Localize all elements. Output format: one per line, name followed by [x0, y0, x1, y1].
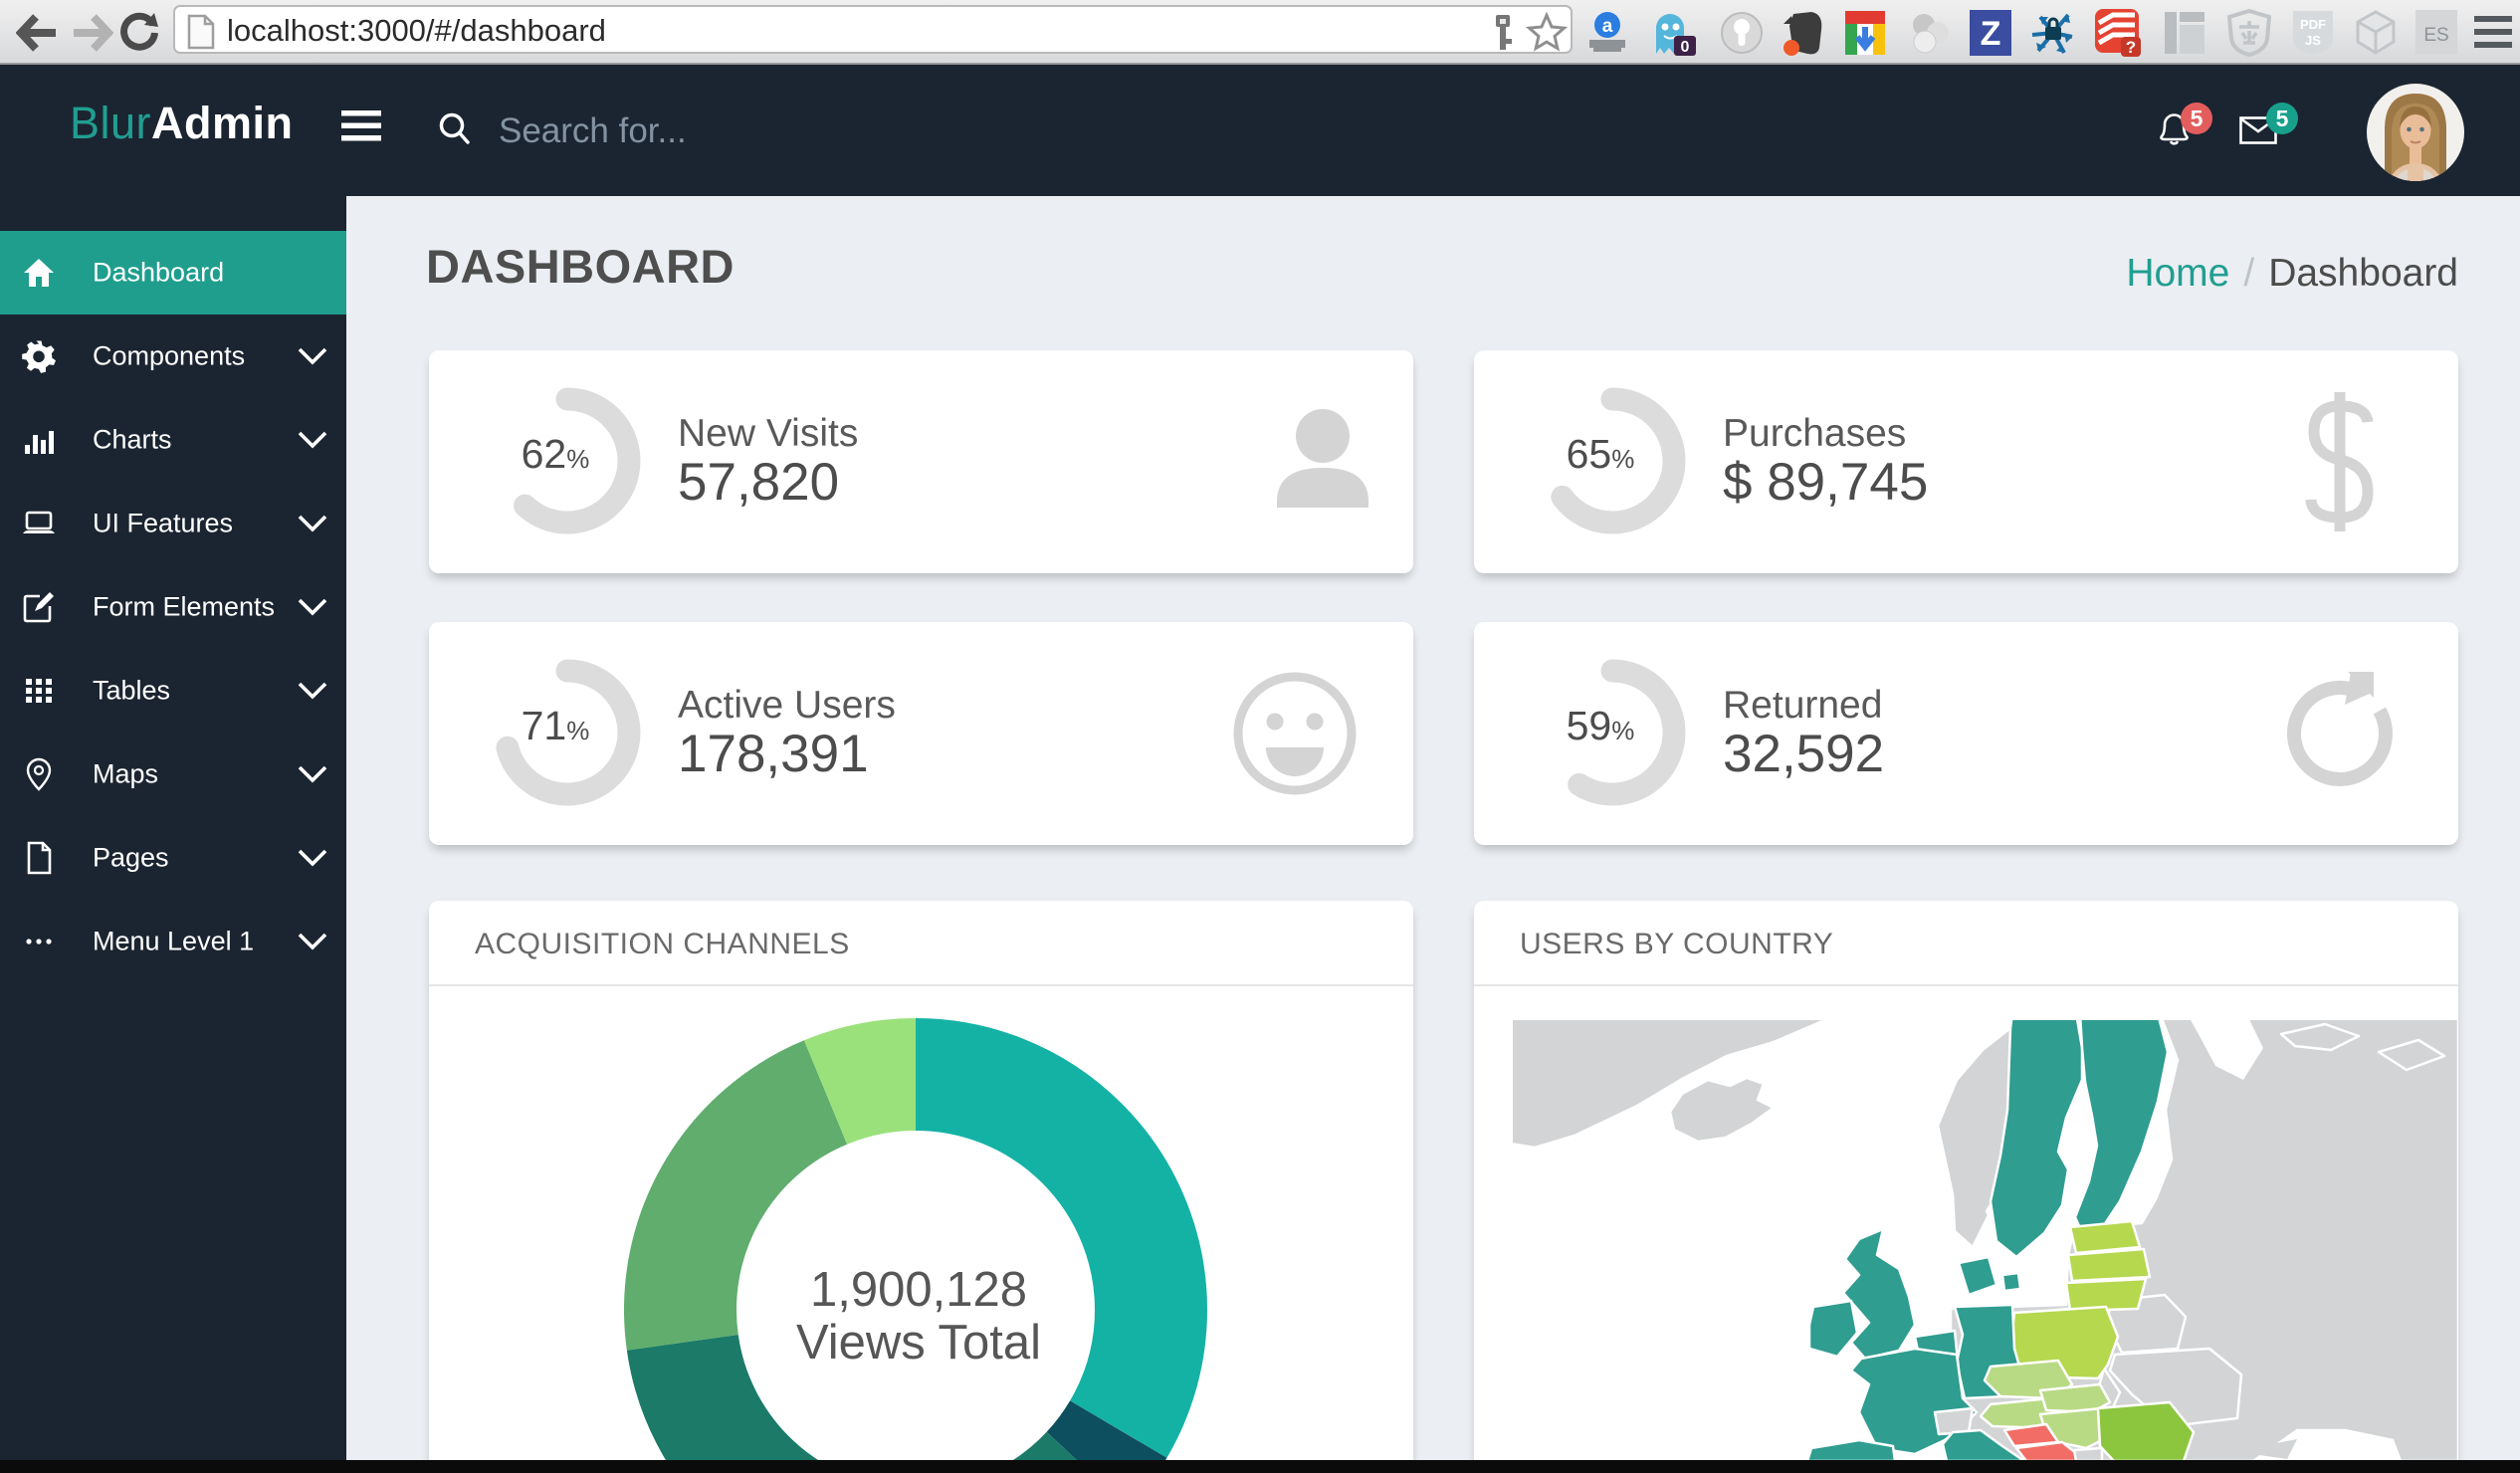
svg-text:a: a [1602, 16, 1613, 37]
svg-text:Z: Z [1981, 15, 2001, 53]
svg-text:0: 0 [1681, 39, 1690, 56]
svg-text:JS: JS [2305, 33, 2321, 48]
svg-text:PDF: PDF [2300, 17, 2326, 32]
svg-text:ES: ES [2423, 25, 2448, 46]
svg-text:?: ? [2126, 38, 2136, 57]
